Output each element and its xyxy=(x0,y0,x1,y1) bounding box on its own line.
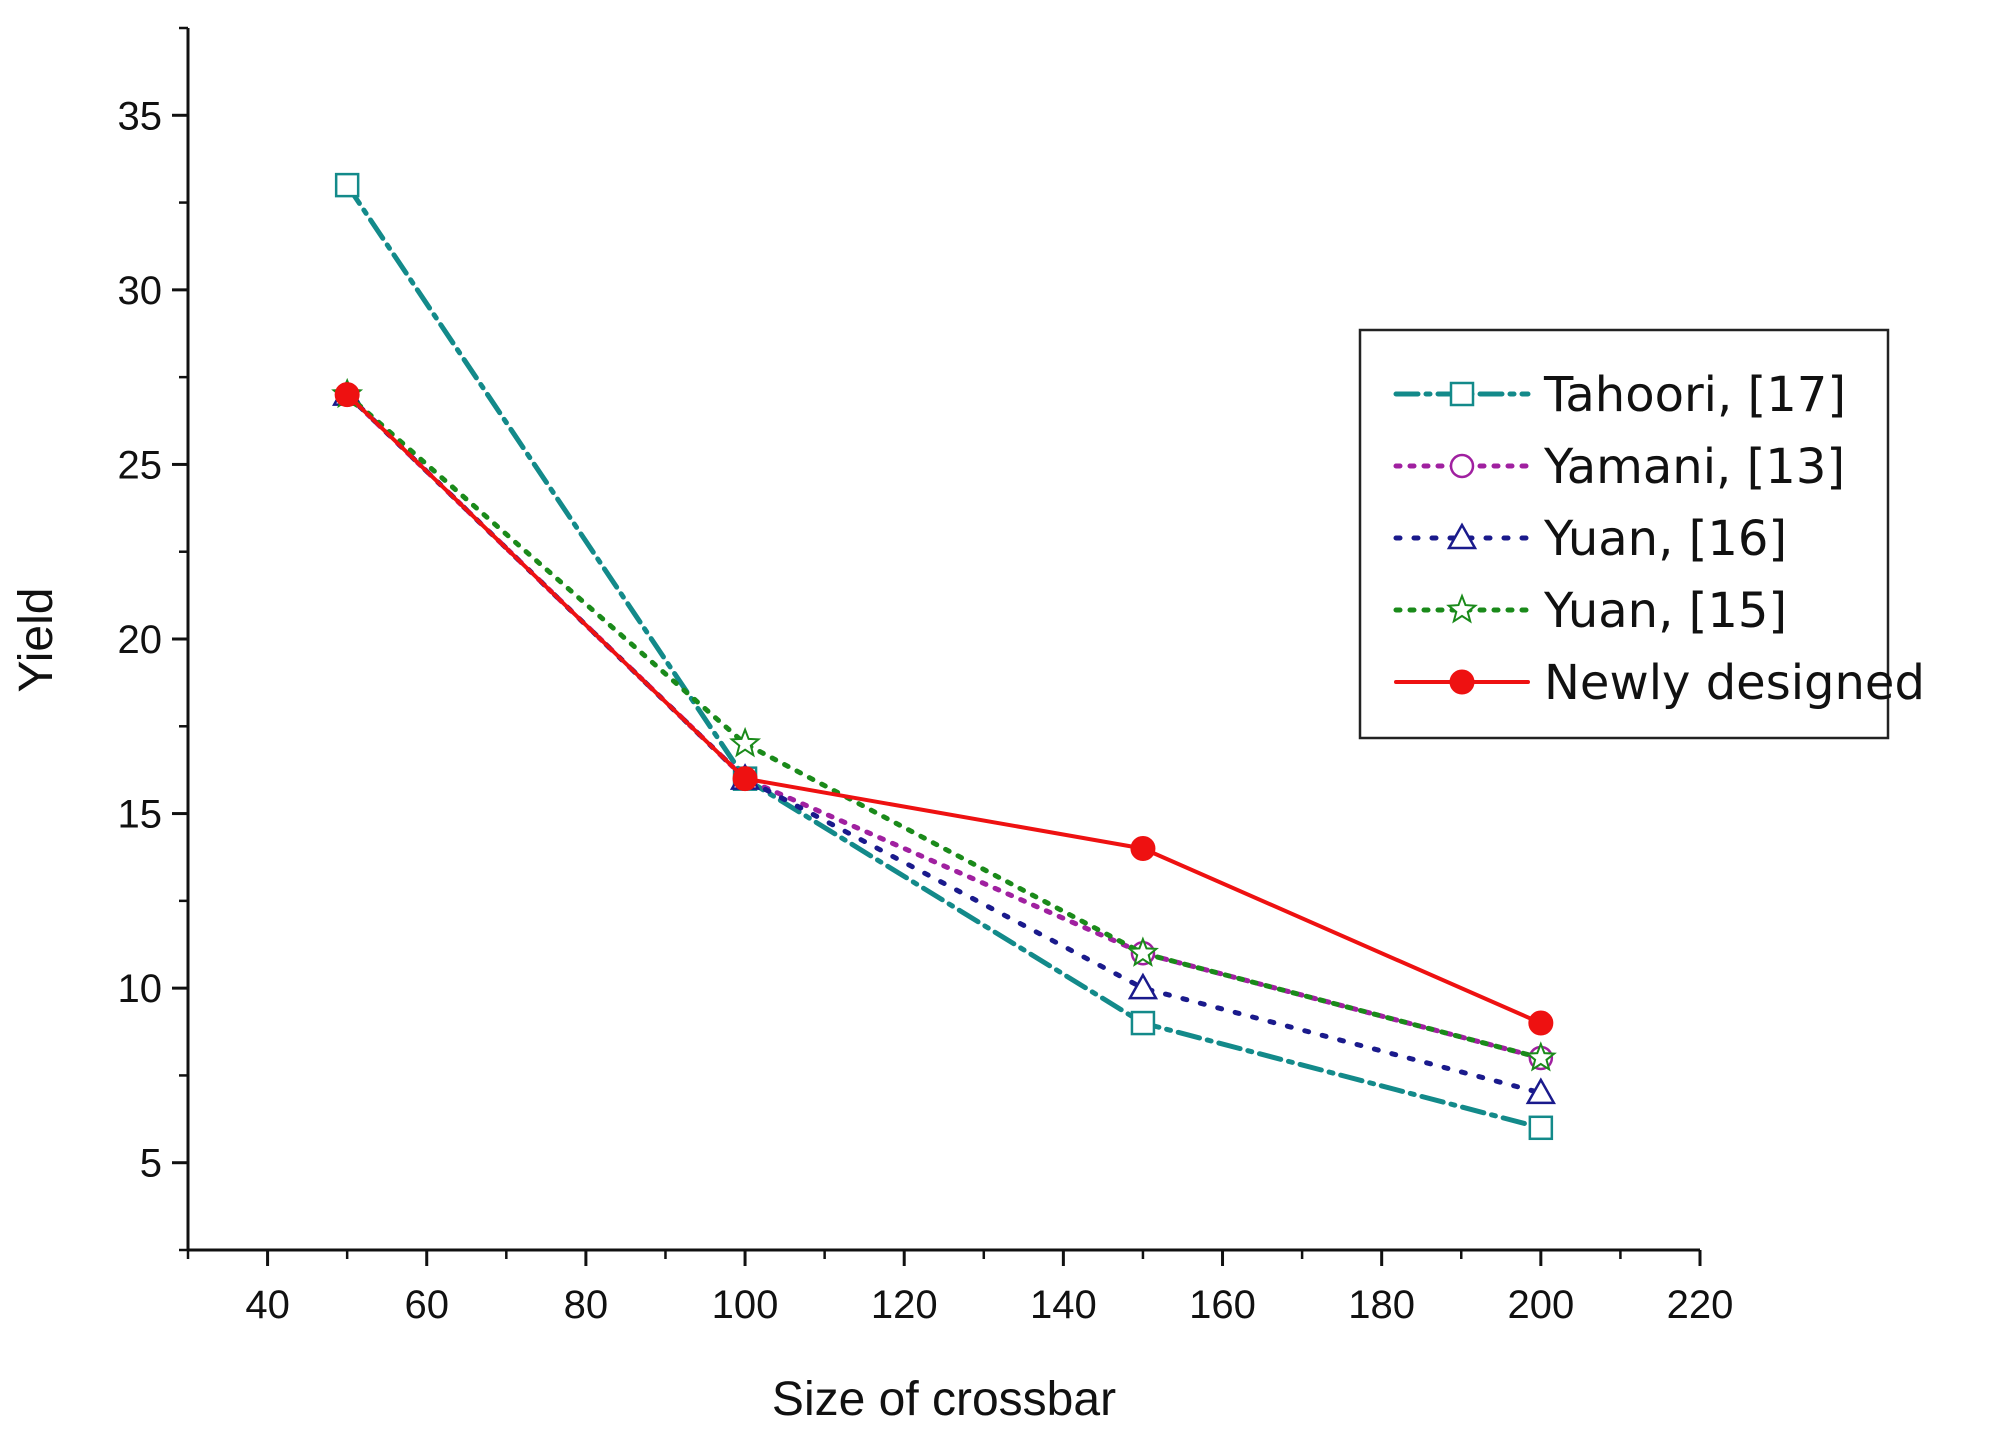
y-tick-label: 15 xyxy=(118,793,163,837)
x-tick-label: 200 xyxy=(1507,1283,1574,1327)
data-point xyxy=(729,726,762,758)
x-tick-label: 160 xyxy=(1189,1283,1256,1327)
y-tick-label: 35 xyxy=(118,94,163,138)
data-point xyxy=(1525,1077,1556,1105)
legend-item: Yuan, [15] xyxy=(1393,583,1787,639)
series-line xyxy=(344,182,1544,1131)
data-point xyxy=(1130,1010,1156,1036)
legend-marker xyxy=(1446,522,1478,550)
series-line xyxy=(344,392,1544,1061)
data-point xyxy=(1524,1041,1557,1072)
data-point xyxy=(334,172,360,198)
legend-label: Yamani, [13] xyxy=(1543,439,1845,495)
data-point xyxy=(732,766,758,792)
y-tick-label: 20 xyxy=(118,618,163,662)
data-point xyxy=(1528,1115,1554,1141)
data-point xyxy=(1126,936,1159,967)
data-point xyxy=(334,382,360,408)
data-point xyxy=(1130,835,1156,861)
legend-label: Yuan, [15] xyxy=(1543,583,1787,639)
legend: Tahoori, [17] Yamani, [13] Yuan, [16] Yuan,… xyxy=(1358,328,1925,740)
legend-label: Yuan, [16] xyxy=(1543,511,1787,567)
legend-box xyxy=(1358,328,1890,740)
series-4 xyxy=(334,382,1554,1036)
series-line xyxy=(344,392,1544,1061)
legend-item: Yamani, [13] xyxy=(1393,439,1845,495)
legend-item: Tahoori, [17] xyxy=(1393,367,1846,423)
axes: 40 60 80 100 120 140 160 180 200 220 5 10 15 20 25 30 35 xyxy=(118,26,1734,1327)
x-axis-title: Size of crossbar xyxy=(772,1373,1116,1426)
x-tick-label: 180 xyxy=(1348,1283,1415,1327)
legend-marker xyxy=(1449,453,1475,479)
series-line xyxy=(345,392,1543,1026)
y-tick-label: 5 xyxy=(140,1142,162,1186)
series-layer xyxy=(331,172,1557,1141)
y-tick-label: 30 xyxy=(118,269,163,313)
legend-item: Newly designed xyxy=(1394,655,1925,711)
legend-marker xyxy=(1449,381,1475,407)
x-tick-label: 80 xyxy=(564,1283,609,1327)
legend-marker xyxy=(1449,669,1475,695)
x-tick-label: 120 xyxy=(871,1283,938,1327)
x-tick-label: 60 xyxy=(404,1283,449,1327)
series-line xyxy=(344,392,1544,1096)
x-tick-label: 220 xyxy=(1667,1283,1734,1327)
y-tick-label: 25 xyxy=(118,443,163,487)
x-tick-label: 140 xyxy=(1030,1283,1097,1327)
x-tick-label: 40 xyxy=(245,1283,290,1327)
legend-label: Tahoori, [17] xyxy=(1543,367,1846,423)
legend-label: Newly designed xyxy=(1544,655,1925,711)
data-point xyxy=(1127,972,1159,1000)
legend-marker xyxy=(1446,593,1478,624)
legend-item: Yuan, [16] xyxy=(1393,511,1787,567)
y-tick-label: 10 xyxy=(118,967,163,1011)
y-axis-title: Yield xyxy=(10,588,63,693)
data-point xyxy=(1528,1010,1554,1036)
x-tick-label: 100 xyxy=(712,1283,779,1327)
